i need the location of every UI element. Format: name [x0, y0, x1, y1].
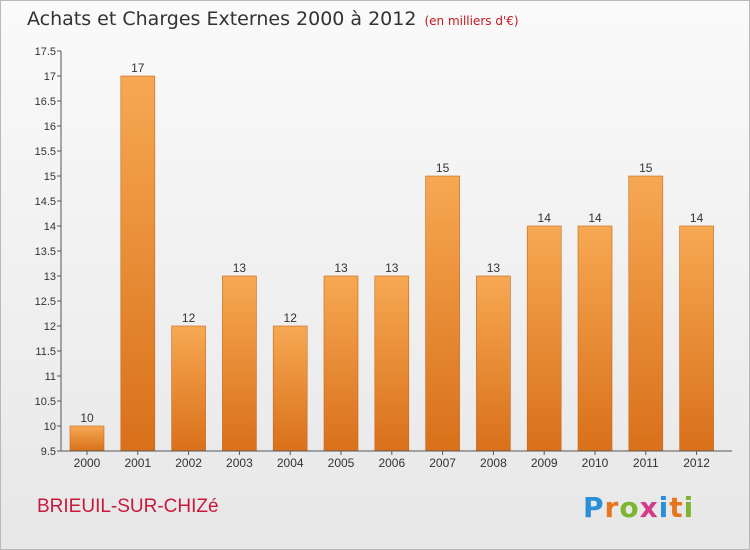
x-tick-label: 2006 — [378, 456, 405, 470]
chart-unit: (en milliers d'€) — [424, 14, 519, 28]
x-tick-label: 2012 — [683, 456, 710, 470]
bar-2009 — [526, 225, 562, 452]
bar-value-label: 15 — [639, 161, 653, 175]
y-tick-label: 10 — [44, 421, 56, 433]
y-tick-label: 11.5 — [35, 346, 56, 358]
bar-value-label: 13 — [385, 261, 399, 275]
y-tick-label: 14.5 — [35, 196, 56, 208]
y-tick-label: 16 — [44, 121, 56, 133]
x-tick-label: 2000 — [74, 456, 101, 470]
y-tick-label: 15 — [44, 171, 56, 183]
bar-2005 — [323, 275, 359, 452]
logo-letter: i — [683, 491, 695, 524]
x-tick-label: 2007 — [429, 456, 456, 470]
proxiti-logo: Proxiti — [583, 491, 694, 524]
y-tick-label: 12 — [44, 321, 56, 333]
bar-2003 — [222, 275, 257, 452]
bar-2000 — [69, 425, 105, 452]
x-tick-label: 2004 — [277, 456, 304, 470]
bar-value-label: 14 — [538, 211, 552, 225]
x-tick-label: 2001 — [124, 456, 151, 470]
bars: 10 17 12 13 12 13 13 15 13 14 14 15 14 — [69, 61, 714, 452]
chart-title: Achats et Charges Externes 2000 à 2012 — [27, 8, 417, 30]
bar-value-label: 12 — [284, 311, 298, 325]
bar-2010 — [577, 225, 613, 452]
bar-2006 — [374, 275, 410, 452]
bar-value-label: 14 — [690, 211, 704, 225]
x-tick-label: 2010 — [582, 456, 609, 470]
y-tick-label: 11 — [45, 371, 56, 383]
bar-value-label: 13 — [334, 261, 348, 275]
logo-letter: t — [669, 491, 684, 524]
y-tick-label: 13.5 — [35, 246, 56, 258]
y-tick-label: 10.5 — [35, 396, 56, 408]
bar-2001 — [120, 75, 156, 452]
y-tick-label: 17 — [44, 71, 56, 83]
bar-value-label: 14 — [588, 211, 602, 225]
bar-value-label: 13 — [233, 261, 247, 275]
y-tick-label: 13 — [44, 271, 56, 283]
bar-2008 — [476, 275, 511, 452]
bar-value-label: 13 — [487, 261, 501, 275]
bar-2012 — [679, 225, 714, 452]
y-tick-label: 15.5 — [35, 146, 56, 158]
y-tick-label: 16.5 — [35, 96, 56, 108]
bar-2002 — [171, 325, 206, 452]
x-tick-label: 2011 — [633, 456, 659, 470]
x-tick-label: 2005 — [328, 456, 355, 470]
x-tick-label: 2008 — [480, 456, 507, 470]
x-axis: 2000 2001 2002 2003 2004 2005 2006 2007 2008 2009… — [61, 450, 732, 470]
bar-2011 — [628, 175, 664, 452]
y-tick-label: 14 — [44, 221, 56, 233]
logo-letter: x — [639, 491, 659, 524]
x-tick-label: 2002 — [175, 456, 202, 470]
bar-value-label: 17 — [131, 61, 145, 75]
chart-title-line: Achats et Charges Externes 2000 à 2012 (e… — [27, 8, 519, 30]
y-tick-label: 12.5 — [35, 296, 56, 308]
logo-letter: i — [658, 491, 670, 524]
y-tick-label: 17.5 — [35, 46, 56, 58]
x-tick-label: 2003 — [226, 456, 253, 470]
location-name: BRIEUIL-SUR-CHIZé — [37, 496, 219, 517]
bar-2004 — [272, 325, 308, 452]
logo-letter: o — [619, 491, 640, 524]
y-tick-label: 9.5 — [41, 446, 56, 458]
bar-value-label: 10 — [80, 411, 94, 425]
logo-letter: P — [583, 491, 605, 524]
bar-2007 — [425, 175, 460, 452]
x-tick-label: 2009 — [531, 456, 558, 470]
bar-value-label: 12 — [182, 311, 196, 325]
bar-value-label: 15 — [436, 161, 450, 175]
y-axis: 9.5 10 10.5 11 11.5 12 12.5 13 13.5 14 14.5 15 15.5 1… — [35, 46, 62, 458]
logo-letter: r — [604, 491, 620, 524]
